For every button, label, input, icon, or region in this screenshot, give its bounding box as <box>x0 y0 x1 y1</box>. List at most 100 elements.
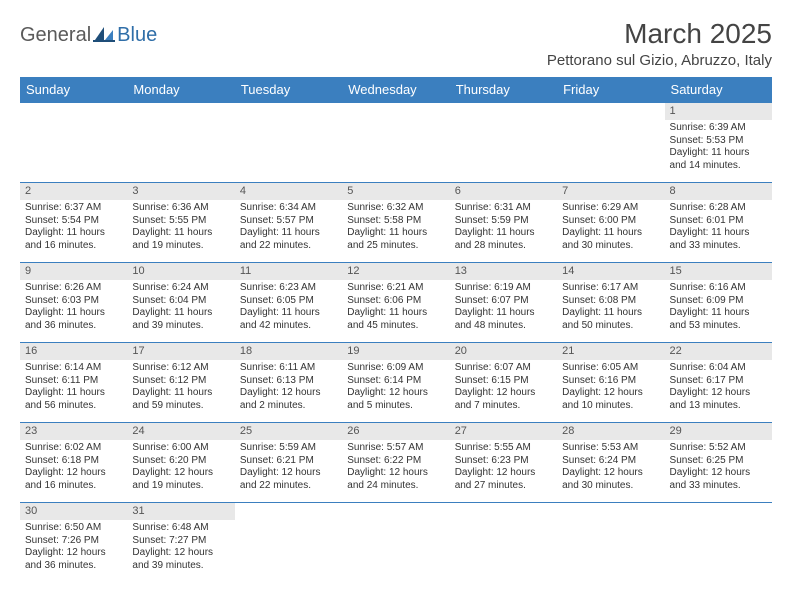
sunset-text: Sunset: 6:18 PM <box>25 455 122 468</box>
daylight-text: Daylight: 11 hours and 36 minutes. <box>25 307 122 332</box>
day-details: Sunrise: 5:55 AMSunset: 6:23 PMDaylight:… <box>450 440 557 496</box>
daylight-text: Daylight: 12 hours and 13 minutes. <box>670 387 767 412</box>
calendar-cell: 31Sunrise: 6:48 AMSunset: 7:27 PMDayligh… <box>127 503 234 583</box>
sunset-text: Sunset: 6:03 PM <box>25 295 122 308</box>
daylight-text: Daylight: 12 hours and 16 minutes. <box>25 467 122 492</box>
day-number: 21 <box>557 343 664 360</box>
weekday-header: Tuesday <box>235 77 342 103</box>
day-number: 17 <box>127 343 234 360</box>
daylight-text: Daylight: 11 hours and 33 minutes. <box>670 227 767 252</box>
calendar-cell <box>450 503 557 583</box>
daylight-text: Daylight: 11 hours and 39 minutes. <box>132 307 229 332</box>
header: General Blue March 2025 Pettorano sul Gi… <box>20 18 772 69</box>
daylight-text: Daylight: 12 hours and 2 minutes. <box>240 387 337 412</box>
sunrise-text: Sunrise: 6:48 AM <box>132 522 229 535</box>
sunrise-text: Sunrise: 6:04 AM <box>670 362 767 375</box>
day-details: Sunrise: 6:12 AMSunset: 6:12 PMDaylight:… <box>127 360 234 416</box>
daylight-text: Daylight: 12 hours and 22 minutes. <box>240 467 337 492</box>
daylight-text: Daylight: 12 hours and 24 minutes. <box>347 467 444 492</box>
day-number: 23 <box>20 423 127 440</box>
calendar-cell <box>450 103 557 183</box>
day-number: 7 <box>557 183 664 200</box>
sunset-text: Sunset: 6:24 PM <box>562 455 659 468</box>
calendar-cell: 26Sunrise: 5:57 AMSunset: 6:22 PMDayligh… <box>342 423 449 503</box>
calendar-cell: 15Sunrise: 6:16 AMSunset: 6:09 PMDayligh… <box>665 263 772 343</box>
sunset-text: Sunset: 7:27 PM <box>132 535 229 548</box>
daylight-text: Daylight: 11 hours and 53 minutes. <box>670 307 767 332</box>
daylight-text: Daylight: 12 hours and 19 minutes. <box>132 467 229 492</box>
calendar-cell <box>557 503 664 583</box>
calendar-cell: 11Sunrise: 6:23 AMSunset: 6:05 PMDayligh… <box>235 263 342 343</box>
day-details: Sunrise: 6:29 AMSunset: 6:00 PMDaylight:… <box>557 200 664 256</box>
day-details: Sunrise: 6:19 AMSunset: 6:07 PMDaylight:… <box>450 280 557 336</box>
day-number: 2 <box>20 183 127 200</box>
day-details: Sunrise: 6:05 AMSunset: 6:16 PMDaylight:… <box>557 360 664 416</box>
sunrise-text: Sunrise: 6:34 AM <box>240 202 337 215</box>
weekday-header: Thursday <box>450 77 557 103</box>
sunset-text: Sunset: 6:12 PM <box>132 375 229 388</box>
calendar-cell: 18Sunrise: 6:11 AMSunset: 6:13 PMDayligh… <box>235 343 342 423</box>
sunrise-text: Sunrise: 5:52 AM <box>670 442 767 455</box>
day-details: Sunrise: 6:17 AMSunset: 6:08 PMDaylight:… <box>557 280 664 336</box>
calendar-cell: 28Sunrise: 5:53 AMSunset: 6:24 PMDayligh… <box>557 423 664 503</box>
daylight-text: Daylight: 12 hours and 27 minutes. <box>455 467 552 492</box>
sunrise-text: Sunrise: 6:28 AM <box>670 202 767 215</box>
calendar-cell: 30Sunrise: 6:50 AMSunset: 7:26 PMDayligh… <box>20 503 127 583</box>
daylight-text: Daylight: 11 hours and 14 minutes. <box>670 147 767 172</box>
sunrise-text: Sunrise: 6:50 AM <box>25 522 122 535</box>
day-number: 1 <box>665 103 772 120</box>
sunrise-text: Sunrise: 6:12 AM <box>132 362 229 375</box>
sunset-text: Sunset: 5:53 PM <box>670 135 767 148</box>
sunset-text: Sunset: 6:23 PM <box>455 455 552 468</box>
sunset-text: Sunset: 6:20 PM <box>132 455 229 468</box>
day-details: Sunrise: 6:32 AMSunset: 5:58 PMDaylight:… <box>342 200 449 256</box>
day-details: Sunrise: 6:24 AMSunset: 6:04 PMDaylight:… <box>127 280 234 336</box>
day-details: Sunrise: 5:57 AMSunset: 6:22 PMDaylight:… <box>342 440 449 496</box>
logo-sail-icon <box>93 25 115 43</box>
sunrise-text: Sunrise: 6:19 AM <box>455 282 552 295</box>
calendar-cell <box>557 103 664 183</box>
calendar-cell <box>235 103 342 183</box>
day-number: 19 <box>342 343 449 360</box>
day-details: Sunrise: 6:23 AMSunset: 6:05 PMDaylight:… <box>235 280 342 336</box>
calendar-cell: 9Sunrise: 6:26 AMSunset: 6:03 PMDaylight… <box>20 263 127 343</box>
calendar-cell: 10Sunrise: 6:24 AMSunset: 6:04 PMDayligh… <box>127 263 234 343</box>
daylight-text: Daylight: 12 hours and 10 minutes. <box>562 387 659 412</box>
sunset-text: Sunset: 6:16 PM <box>562 375 659 388</box>
day-details: Sunrise: 5:53 AMSunset: 6:24 PMDaylight:… <box>557 440 664 496</box>
day-number: 9 <box>20 263 127 280</box>
calendar-body: 1Sunrise: 6:39 AMSunset: 5:53 PMDaylight… <box>20 103 772 583</box>
location-text: Pettorano sul Gizio, Abruzzo, Italy <box>547 52 772 69</box>
day-number: 18 <box>235 343 342 360</box>
calendar-cell: 17Sunrise: 6:12 AMSunset: 6:12 PMDayligh… <box>127 343 234 423</box>
weekday-header: Monday <box>127 77 234 103</box>
day-number: 27 <box>450 423 557 440</box>
sunset-text: Sunset: 6:00 PM <box>562 215 659 228</box>
daylight-text: Daylight: 11 hours and 28 minutes. <box>455 227 552 252</box>
calendar-cell: 8Sunrise: 6:28 AMSunset: 6:01 PMDaylight… <box>665 183 772 263</box>
calendar-cell: 2Sunrise: 6:37 AMSunset: 5:54 PMDaylight… <box>20 183 127 263</box>
sunset-text: Sunset: 6:08 PM <box>562 295 659 308</box>
day-details: Sunrise: 6:48 AMSunset: 7:27 PMDaylight:… <box>127 520 234 576</box>
day-details: Sunrise: 6:39 AMSunset: 5:53 PMDaylight:… <box>665 120 772 176</box>
calendar-cell: 29Sunrise: 5:52 AMSunset: 6:25 PMDayligh… <box>665 423 772 503</box>
sunrise-text: Sunrise: 6:09 AM <box>347 362 444 375</box>
calendar-cell: 6Sunrise: 6:31 AMSunset: 5:59 PMDaylight… <box>450 183 557 263</box>
calendar-cell <box>665 503 772 583</box>
day-number: 22 <box>665 343 772 360</box>
title-block: March 2025 Pettorano sul Gizio, Abruzzo,… <box>547 18 772 69</box>
day-details: Sunrise: 6:37 AMSunset: 5:54 PMDaylight:… <box>20 200 127 256</box>
sunset-text: Sunset: 5:59 PM <box>455 215 552 228</box>
daylight-text: Daylight: 11 hours and 22 minutes. <box>240 227 337 252</box>
daylight-text: Daylight: 12 hours and 30 minutes. <box>562 467 659 492</box>
sunset-text: Sunset: 7:26 PM <box>25 535 122 548</box>
day-number: 3 <box>127 183 234 200</box>
calendar-cell: 25Sunrise: 5:59 AMSunset: 6:21 PMDayligh… <box>235 423 342 503</box>
daylight-text: Daylight: 12 hours and 33 minutes. <box>670 467 767 492</box>
calendar-table: SundayMondayTuesdayWednesdayThursdayFrid… <box>20 77 772 583</box>
calendar-cell: 5Sunrise: 6:32 AMSunset: 5:58 PMDaylight… <box>342 183 449 263</box>
day-number: 29 <box>665 423 772 440</box>
day-number: 6 <box>450 183 557 200</box>
sunrise-text: Sunrise: 5:53 AM <box>562 442 659 455</box>
sunrise-text: Sunrise: 6:16 AM <box>670 282 767 295</box>
